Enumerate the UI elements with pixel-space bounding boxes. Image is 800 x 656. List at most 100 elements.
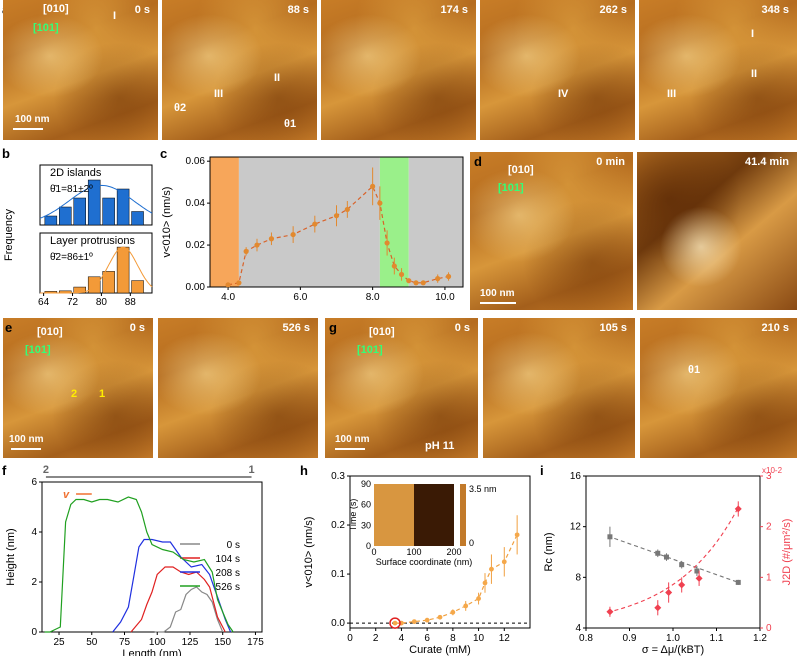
region-label: III [214,88,224,100]
direction-x-label: [010] [37,326,63,338]
data-point [450,609,456,615]
x-tick-label: 88 [125,297,137,305]
y-tick-label: 0.04 [186,198,206,209]
timestamp: 0 s [134,4,150,16]
scale-bar [11,448,41,450]
panel-label-c: c [160,146,168,161]
afm-frame-e0: e 0 s [010] [101] 2 1 100 nm [3,318,153,458]
data-point [392,620,398,626]
colorbar-max: 3.5 nm [469,484,497,494]
panel-label-e: e [5,320,13,335]
inset-y-label: Time (s) [348,499,358,532]
panel-label-b: b [2,146,10,161]
data-point [735,579,741,585]
direction-x-label: [010] [369,326,395,338]
x-axis-label: Curate (mM) [409,644,471,656]
plot-frame [41,481,263,633]
afm-frame-d0: d 0 min [010] [101] 100 nm [470,152,633,310]
timestamp: 210 s [761,322,789,334]
data-point [694,568,700,574]
y-tick-label: 0 [31,627,37,638]
y-axis-label: Height (nm) [5,528,17,585]
x-axis-label: Length (nm) [122,648,181,656]
fit-line [607,535,739,583]
afm-frame-a4: 348 s I II III [639,0,797,140]
x-tick-label: 8 [450,633,456,644]
timestamp: 88 s [287,4,309,16]
legend-label: 526 s [216,582,240,593]
y-axis-label: v<010> (nm/s) [303,517,315,588]
direction-x-label: [010] [508,164,534,176]
x-tick-label: 1.1 [710,633,724,644]
y-tick-label: 6 [31,477,37,488]
profile-curve [112,538,232,633]
x-tick-label: 1.2 [753,633,767,644]
y-tick-label: 0.06 [186,156,206,167]
region-label: I [751,28,755,40]
data-point [344,206,350,213]
y-axis-label-right: J2D (#/μm²/s) [781,519,793,586]
y-tick-label-right: 0 [766,623,772,634]
marker-right: 1 [248,464,254,476]
histogram-bar [87,179,101,226]
scale-bar-label: 100 nm [15,114,50,125]
highlight-circle [389,617,401,629]
data-point [463,603,469,609]
inset-y-tick-label: 60 [361,500,371,510]
data-point [290,231,296,238]
region-label: III [667,88,677,100]
panel-label-g: g [329,320,337,335]
region-label: II [274,72,281,84]
profile-curve [154,586,224,633]
velocity-label: v [63,489,70,501]
marker-1: 1 [99,388,106,400]
series-label: Layer protrusions [50,235,135,247]
timestamp: 526 s [282,322,310,334]
marker-left: 2 [43,464,49,476]
y-tick-label: 0.02 [186,240,206,251]
y-tick-label-left: 4 [575,623,581,634]
inset-x-tick-label: 200 [446,547,461,557]
x-tick-label: 1.0 [666,633,680,644]
y-tick-label: 2 [31,577,37,588]
y-tick-label: 4 [31,527,37,538]
x-tick-label: 0.8 [579,633,593,644]
x-tick-label: 12 [499,633,511,644]
marker-2: 2 [71,388,78,400]
afm-frame-d1: 41.4 min [637,152,797,310]
shaded-region [238,157,380,287]
data-point [695,574,703,582]
y-axis-label: Frequency [3,209,15,261]
timestamp: 0 min [596,156,625,168]
y-tick-label-right: 2 [766,522,772,533]
data-point [445,273,452,280]
x-tick-label: 25 [53,637,65,648]
x-tick-label: 10 [473,633,485,644]
scale-bar [335,448,365,450]
histogram-bar [59,206,72,226]
data-point [411,619,417,625]
data-point [482,580,488,586]
colorbar-min: 0 [469,538,474,548]
inset-y-tick-label: 0 [366,541,371,551]
inset-x-tick-label: 0 [371,547,376,557]
data-point [377,200,383,206]
data-point [225,282,231,288]
histogram-bar [73,286,86,294]
data-point [370,183,376,189]
x-tick-label: 6 [424,633,430,644]
theta1-label: θ1 [284,118,297,130]
timestamp: 262 s [599,4,627,16]
fit-line [607,507,739,613]
timestamp: 174 s [440,4,468,16]
data-point [406,278,412,284]
histogram-bar [102,197,115,226]
afm-frame-g2: 210 s θ1 [640,318,797,458]
panel-label-d: d [474,154,482,169]
chart-f: 2 1 v 0 s 104 s 208 s 526 s 25 50 75 100 125 150 175 0… [5,464,264,656]
x-tick-label: 8.0 [366,292,380,303]
chart-b: 2D islands θ̄1=81±2º Layer protrusions θ̄2=… [3,164,153,305]
right-axis-scale: x10-2 [762,466,783,475]
data-point [236,280,242,286]
